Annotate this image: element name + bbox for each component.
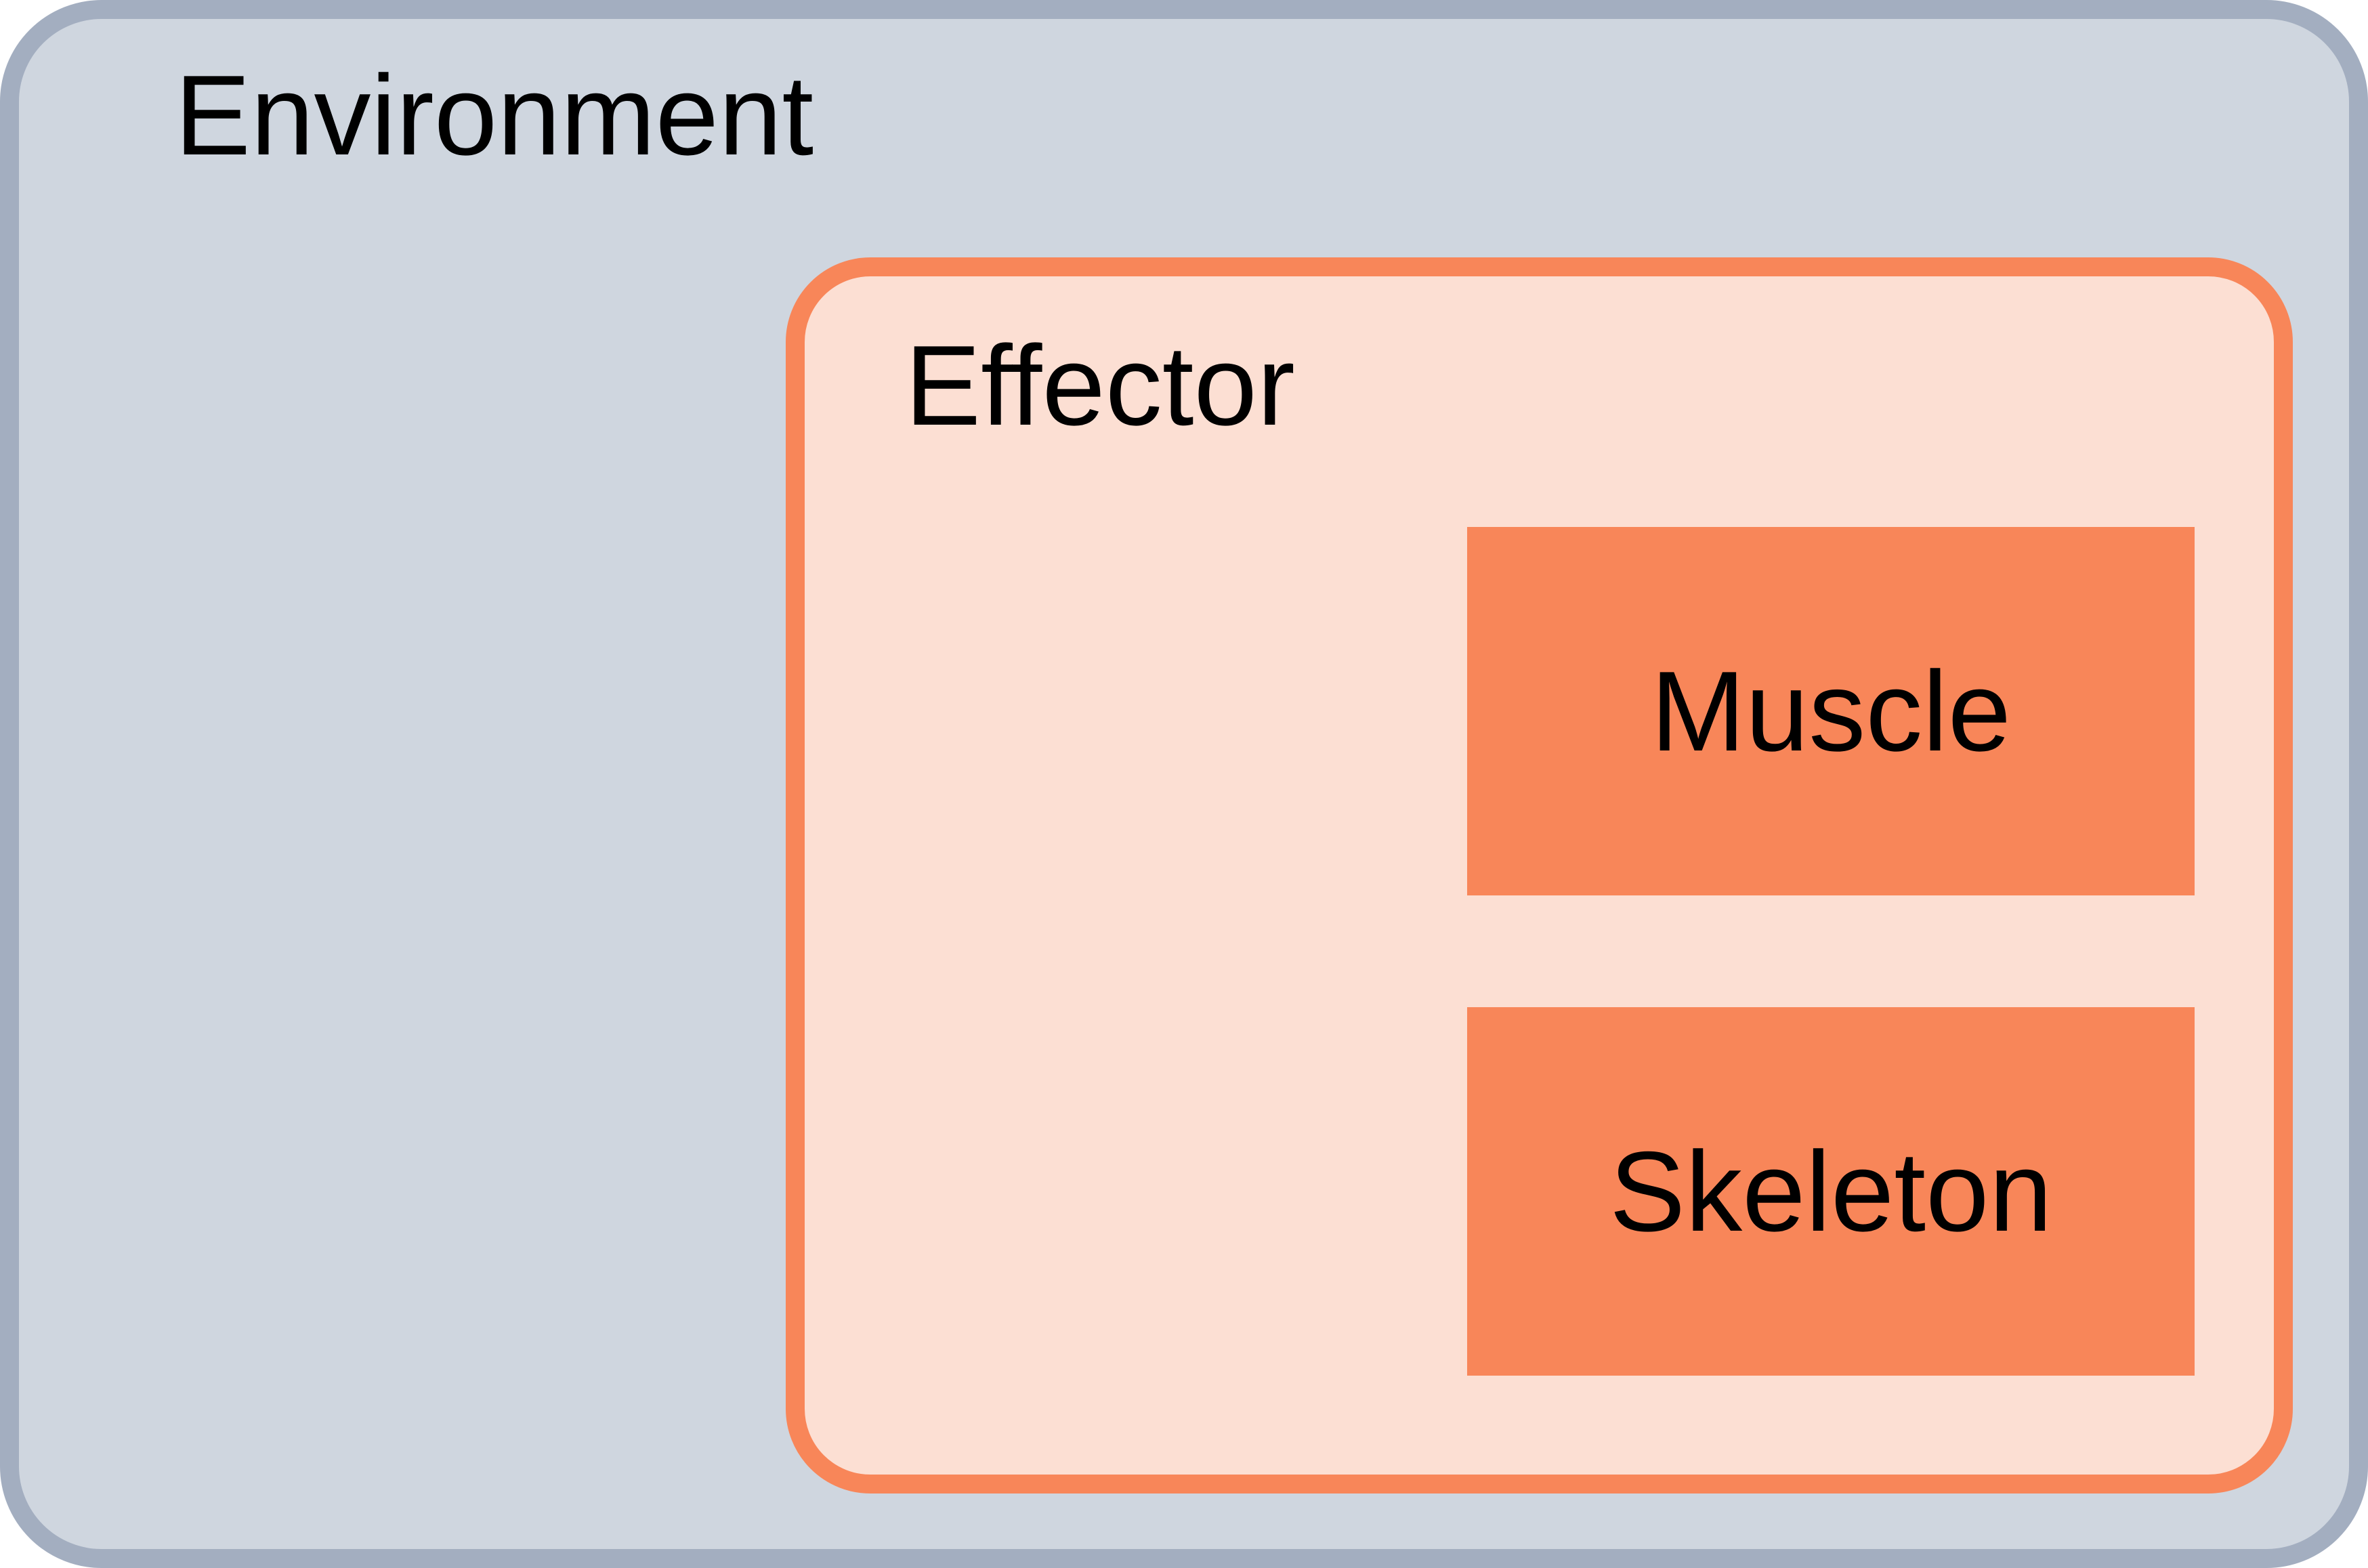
effector-label: Effector xyxy=(905,322,1295,449)
muscle-label: Muscle xyxy=(1650,648,2012,775)
skeleton-box: Skeleton xyxy=(1467,1007,2195,1376)
skeleton-label: Skeleton xyxy=(1609,1128,2052,1255)
environment-label: Environment xyxy=(175,51,814,179)
muscle-box: Muscle xyxy=(1467,527,2195,895)
